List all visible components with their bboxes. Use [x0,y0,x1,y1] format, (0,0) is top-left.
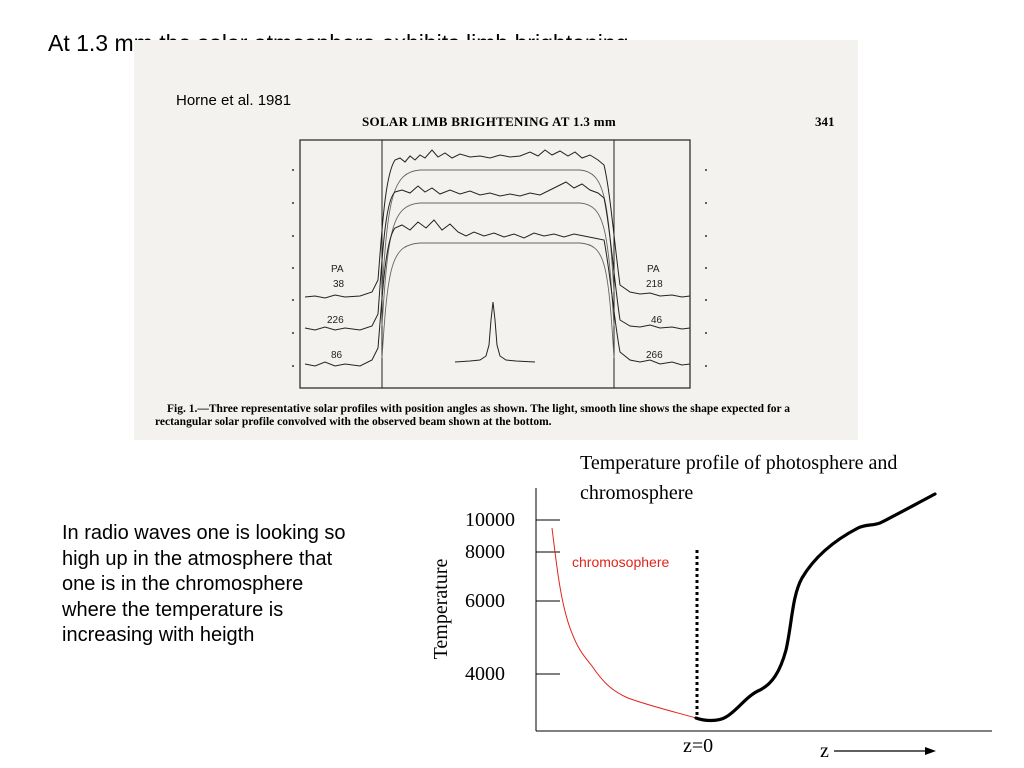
left-pa-header: PA [331,264,344,275]
figure-page-number: 341 [815,114,835,129]
right-pa-header: PA [647,264,660,275]
model-profile-1 [381,169,615,293]
solar-profile-figure [292,139,707,389]
ytick-label-8000: 8000 [465,541,505,563]
right-pa-218: 218 [646,279,663,290]
observed-beam [454,301,536,363]
figure-caption: Fig. 1.—Three representative solar profi… [155,403,791,428]
y-axis-label: Temperature [430,558,452,659]
chromosphere-curve [551,527,697,719]
left-pa-226: 226 [327,315,344,326]
ytick-label-10000: 10000 [465,509,515,531]
model-profile-2 [381,202,615,327]
temperature-profile-diagram [535,488,992,755]
left-pa-38: 38 [333,279,345,290]
frame-tick-dots [292,169,707,367]
z-zero-label: z=0 [683,735,713,757]
explanation-text: In radio waves one is looking so high up… [62,522,346,646]
temperature-plot-caption: Temperature profile of photosphere and c… [580,452,898,504]
profile-frame [299,139,691,389]
scanned-figure-background [134,40,858,440]
chromosphere-label: chromosophere [572,554,669,570]
figure-heading: SOLAR LIMB BRIGHTENING AT 1.3 mm [362,114,616,129]
ytick-label-6000: 6000 [465,590,505,612]
x-axis-label: z [820,740,829,762]
ytick-label-4000: 4000 [465,663,505,685]
observed-profile-pa-38 [304,149,691,299]
observed-profile-pa-86 [304,219,691,367]
right-pa-46: 46 [651,315,663,326]
figure-citation: Horne et al. 1981 [176,92,292,109]
model-profile-3 [381,242,615,359]
observed-profile-pa-226 [304,181,691,331]
left-pa-86: 86 [331,350,343,361]
temperature-curve [694,492,937,723]
z-arrow-head [925,747,936,755]
right-pa-266: 266 [646,350,663,361]
